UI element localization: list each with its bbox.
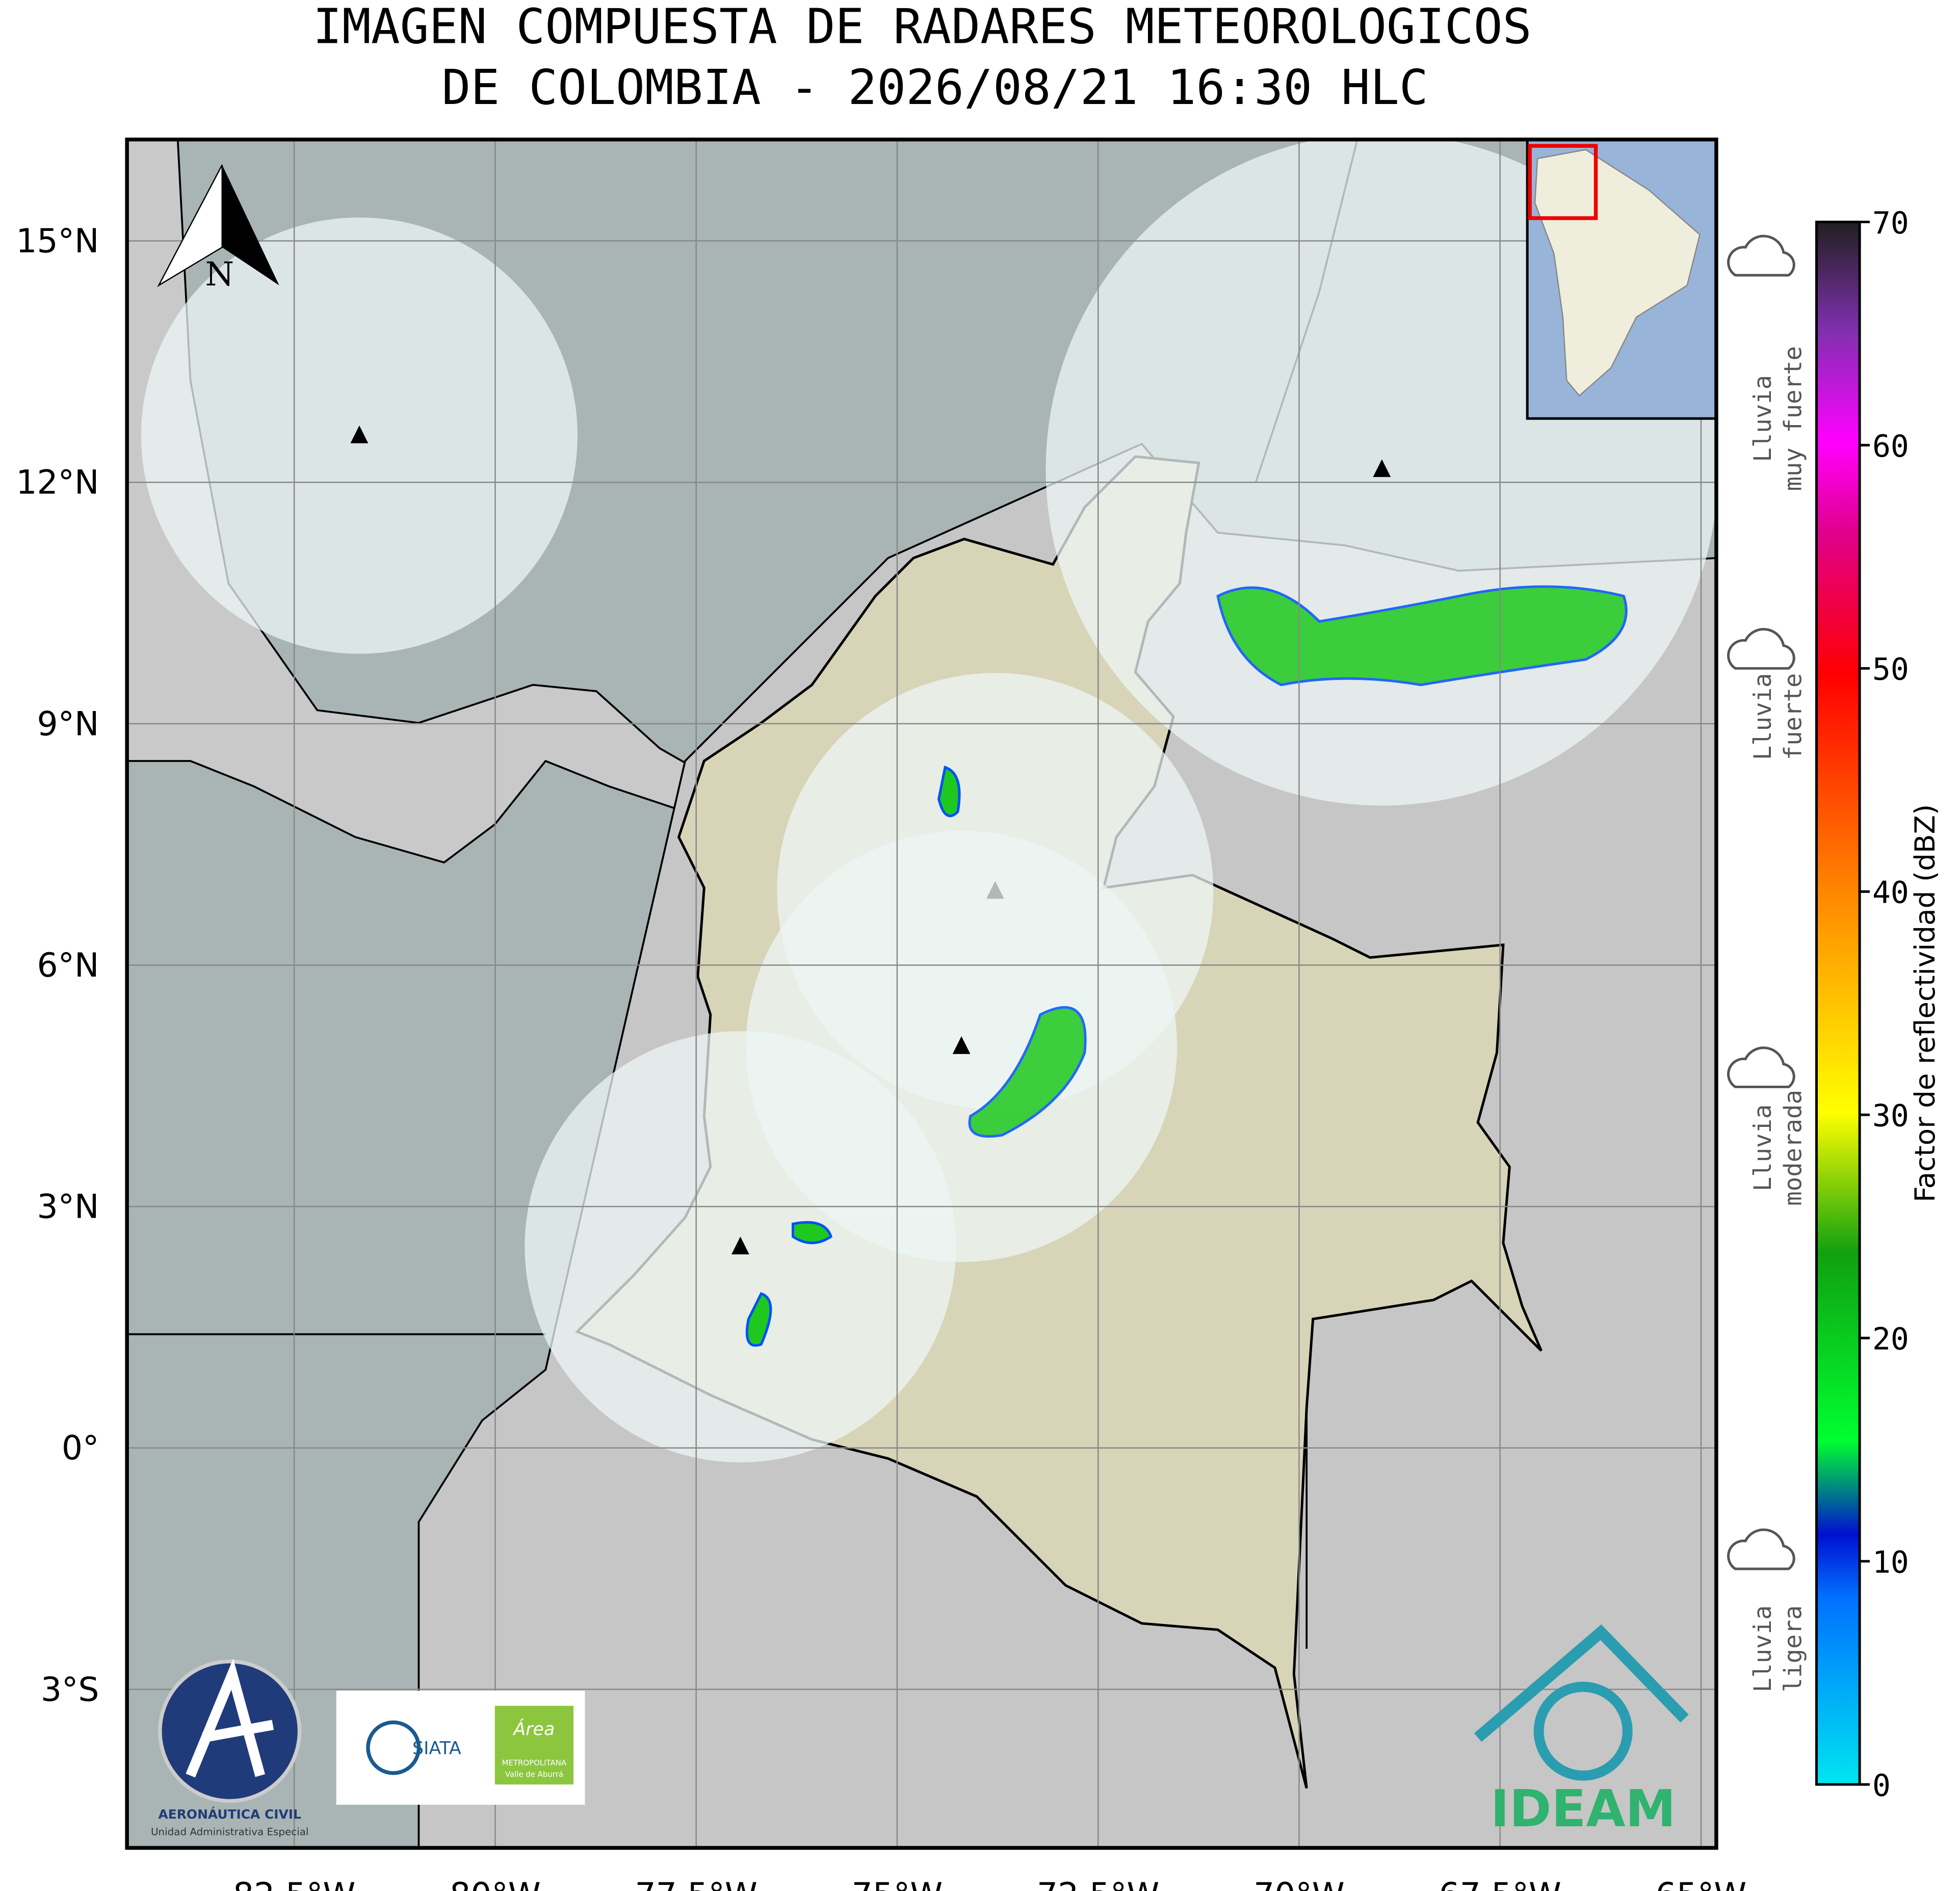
- logo-text: Área: [512, 1718, 555, 1740]
- logo-text: SIATA: [412, 1738, 461, 1758]
- y-tick-label: 15°N: [16, 222, 99, 260]
- aerocivil-mark: [186, 1658, 274, 1778]
- rain-icon: [1727, 1046, 1795, 1088]
- inset-extent: [1528, 144, 1598, 220]
- colorbar-tick-label: 20: [1872, 1322, 1909, 1357]
- x-tick-label: 67.5°W: [1439, 1876, 1561, 1891]
- rain-legend-label: Lluvia: [1749, 1605, 1777, 1692]
- axes: 82.5°W 80°W 77.5°W 75°W 72.5°W 70°W 67.5°W 65°W…: [16, 206, 1909, 1891]
- colorbar-tick-label: 50: [1872, 652, 1909, 688]
- north-arrow: [157, 164, 223, 287]
- colorbar-label: Factor de reflectividad (dBZ): [1909, 804, 1941, 1202]
- ideam-roof: [1474, 1624, 1689, 1742]
- rain-icon: [1727, 234, 1795, 277]
- map-frame: [125, 137, 1718, 1850]
- colorbar-tick-label: 60: [1872, 429, 1909, 464]
- radar-site: [1373, 459, 1391, 477]
- rain-legend-label: moderada: [1780, 1090, 1808, 1206]
- rain-legend-label: Lluvia: [1749, 375, 1777, 462]
- rain-legend-label: Lluvia: [1749, 1105, 1777, 1192]
- ideam-swirl: [1533, 1682, 1633, 1781]
- logo-text: IDEAM: [1491, 1780, 1676, 1839]
- rain-legend-label: muy fuerte: [1780, 346, 1808, 491]
- inset-continent: [1534, 149, 1701, 397]
- x-tick-label: 65°W: [1656, 1876, 1747, 1891]
- y-tick-label: 0°: [62, 1429, 99, 1467]
- colorbar-tick-label: 30: [1872, 1099, 1909, 1134]
- title-line: DE COLOMBIA - 2026/08/21 16:30 HLC: [441, 60, 1428, 116]
- x-tick-label: 72.5°W: [1037, 1876, 1159, 1891]
- x-tick-label: 75°W: [852, 1876, 943, 1891]
- north-arrow: [222, 165, 279, 285]
- colorbar-tick-label: 70: [1872, 206, 1909, 241]
- map-area: N AERONÁUTICA CIVIL Unidad Administrativ…: [127, 139, 1716, 1848]
- colorbar: [1815, 220, 1861, 1786]
- north-label: N: [205, 255, 234, 294]
- x-tick-label: 77.5°W: [635, 1876, 757, 1891]
- radar-site: [952, 1036, 971, 1054]
- siata-logo: [366, 1720, 421, 1775]
- y-tick-label: 3°N: [37, 1188, 99, 1226]
- rain-legend-label: Lluvia: [1749, 673, 1777, 760]
- colorbar-tick-label: 40: [1872, 876, 1909, 911]
- colorbar-tick-label: 0: [1872, 1768, 1891, 1803]
- rain-icon: [1727, 628, 1795, 670]
- y-tick-label: 6°N: [37, 947, 99, 985]
- rain-icon: [1727, 1528, 1795, 1570]
- logo-text: AERONÁUTICA CIVIL: [159, 1807, 301, 1822]
- radar-site: [350, 425, 369, 443]
- y-tick-label: 9°N: [37, 705, 99, 743]
- radar-site: [731, 1237, 749, 1255]
- logo-text: METROPOLITANA: [502, 1758, 567, 1768]
- echoes: [745, 585, 1628, 1347]
- y-tick-label: 12°N: [16, 464, 99, 502]
- colorbar-tick-label: 10: [1872, 1545, 1909, 1580]
- grid: [127, 139, 1716, 1848]
- y-tick-label: 3°S: [41, 1671, 99, 1709]
- x-tick-label: 80°W: [450, 1876, 541, 1891]
- logo-text: Unidad Administrativa Especial: [151, 1826, 308, 1838]
- rain-legend-label: fuerte: [1780, 673, 1808, 760]
- rain-legend-label: ligera: [1780, 1605, 1808, 1692]
- x-tick-label: 82.5°W: [233, 1876, 355, 1891]
- title-line: IMAGEN COMPUESTA DE RADARES METEOROLOGIC…: [313, 0, 1532, 55]
- x-tick-label: 70°W: [1253, 1876, 1345, 1891]
- logo-text: Valle de Aburrá: [505, 1770, 563, 1779]
- area-logo: [494, 1705, 574, 1784]
